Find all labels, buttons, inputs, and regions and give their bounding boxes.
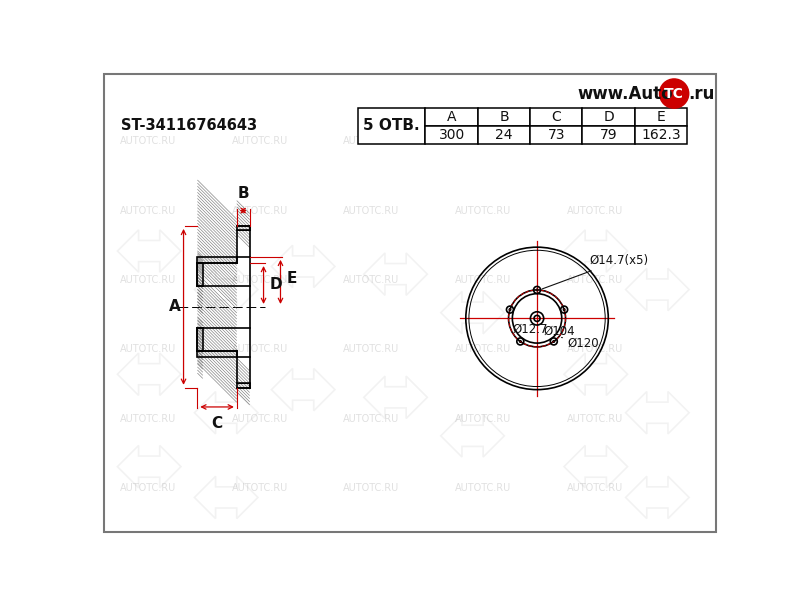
Text: AUTOTC.RU: AUTOTC.RU <box>566 344 623 354</box>
Bar <box>426 108 478 126</box>
Text: 24: 24 <box>495 128 513 142</box>
Bar <box>582 108 635 126</box>
Text: 300: 300 <box>438 128 465 142</box>
Bar <box>198 350 237 357</box>
Text: D: D <box>603 110 614 124</box>
Circle shape <box>659 79 689 108</box>
Text: 73: 73 <box>547 128 565 142</box>
Bar <box>237 226 250 230</box>
Text: AUTOTC.RU: AUTOTC.RU <box>343 136 400 146</box>
Text: A: A <box>169 299 180 314</box>
Text: A: A <box>447 110 456 124</box>
Text: B: B <box>238 187 249 202</box>
Text: E: E <box>286 271 297 286</box>
Text: AUTOTC.RU: AUTOTC.RU <box>566 275 623 285</box>
Text: AUTOTC.RU: AUTOTC.RU <box>343 483 400 493</box>
Polygon shape <box>198 257 237 263</box>
Text: AUTOTC.RU: AUTOTC.RU <box>120 413 176 424</box>
Text: AUTOTC.RU: AUTOTC.RU <box>566 206 623 215</box>
Bar <box>198 263 202 286</box>
Text: AUTOTC.RU: AUTOTC.RU <box>566 483 623 493</box>
Text: AUTOTC.RU: AUTOTC.RU <box>455 413 511 424</box>
Text: AUTOTC.RU: AUTOTC.RU <box>566 136 623 146</box>
Bar <box>635 126 687 143</box>
Text: 5 ОТВ.: 5 ОТВ. <box>363 118 420 133</box>
Bar <box>198 257 237 263</box>
Text: 79: 79 <box>600 128 618 142</box>
Text: AUTOTC.RU: AUTOTC.RU <box>120 483 176 493</box>
Text: Ø104: Ø104 <box>543 325 575 338</box>
Text: AUTOTC.RU: AUTOTC.RU <box>120 136 176 146</box>
Text: 162.3: 162.3 <box>642 128 681 142</box>
Text: AUTOTC.RU: AUTOTC.RU <box>343 275 400 285</box>
Text: D: D <box>270 277 282 292</box>
Text: AUTOTC.RU: AUTOTC.RU <box>343 206 400 215</box>
Text: AUTOTC.RU: AUTOTC.RU <box>232 136 288 146</box>
Text: AUTOTC.RU: AUTOTC.RU <box>232 275 288 285</box>
Text: Ø120: Ø120 <box>562 337 599 350</box>
Text: AUTOTC.RU: AUTOTC.RU <box>232 206 288 215</box>
Text: AUTOTC.RU: AUTOTC.RU <box>120 275 176 285</box>
Text: AUTOTC.RU: AUTOTC.RU <box>232 483 288 493</box>
Text: TC: TC <box>664 86 684 101</box>
Bar <box>478 126 530 143</box>
Text: AUTOTC.RU: AUTOTC.RU <box>343 344 400 354</box>
Text: Ø14.7(x5): Ø14.7(x5) <box>542 254 649 289</box>
Text: AUTOTC.RU: AUTOTC.RU <box>232 413 288 424</box>
Text: AUTOTC.RU: AUTOTC.RU <box>120 344 176 354</box>
Bar <box>530 126 582 143</box>
Bar <box>198 328 202 350</box>
Text: AUTOTC.RU: AUTOTC.RU <box>455 275 511 285</box>
Polygon shape <box>237 226 250 230</box>
Text: C: C <box>211 416 222 431</box>
Text: www.Auto: www.Auto <box>578 85 674 103</box>
Polygon shape <box>198 328 202 350</box>
Bar <box>358 108 426 143</box>
Text: AUTOTC.RU: AUTOTC.RU <box>455 136 511 146</box>
Polygon shape <box>237 383 250 388</box>
Text: AUTOTC.RU: AUTOTC.RU <box>566 413 623 424</box>
Polygon shape <box>198 350 237 357</box>
Text: AUTOTC.RU: AUTOTC.RU <box>120 206 176 215</box>
Text: ST-34116764643: ST-34116764643 <box>122 118 258 133</box>
Text: E: E <box>657 110 666 124</box>
Text: AUTOTC.RU: AUTOTC.RU <box>455 344 511 354</box>
Polygon shape <box>198 263 202 286</box>
Text: .ru: .ru <box>689 85 715 103</box>
Text: B: B <box>499 110 509 124</box>
Bar <box>237 383 250 388</box>
Text: AUTOTC.RU: AUTOTC.RU <box>232 344 288 354</box>
Bar <box>635 108 687 126</box>
Bar <box>426 126 478 143</box>
Bar <box>582 126 635 143</box>
Bar <box>478 108 530 126</box>
Text: Ø12.7: Ø12.7 <box>513 320 548 336</box>
Text: AUTOTC.RU: AUTOTC.RU <box>455 206 511 215</box>
Text: AUTOTC.RU: AUTOTC.RU <box>455 483 511 493</box>
Bar <box>530 108 582 126</box>
Text: C: C <box>551 110 561 124</box>
Text: AUTOTC.RU: AUTOTC.RU <box>343 413 400 424</box>
